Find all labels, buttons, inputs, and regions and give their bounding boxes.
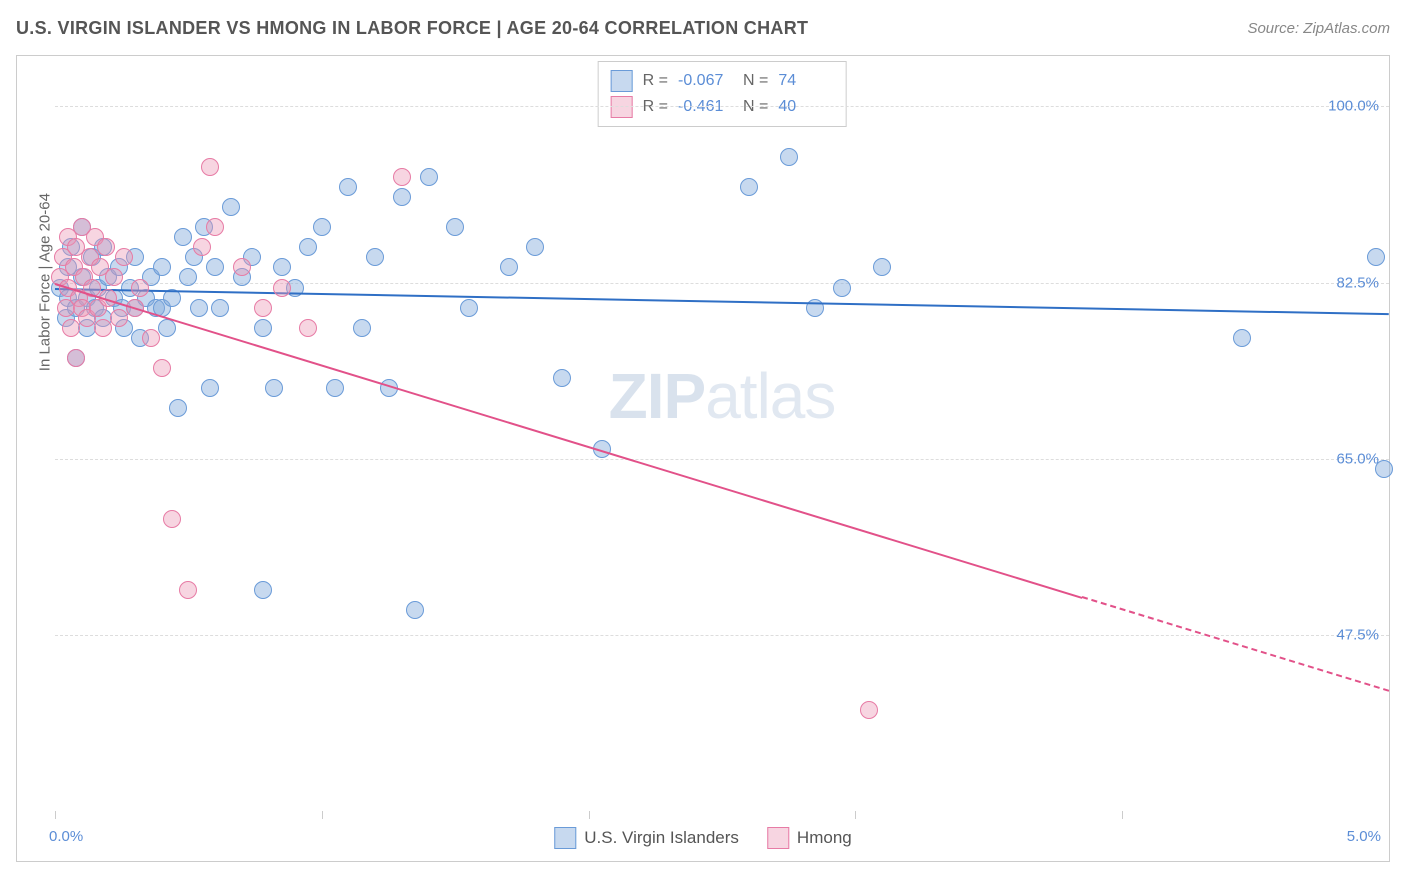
data-point bbox=[326, 379, 344, 397]
data-point bbox=[446, 218, 464, 236]
legend-bottom-swatch-0 bbox=[554, 827, 576, 849]
gridline bbox=[55, 635, 1389, 636]
data-point bbox=[254, 319, 272, 337]
correlation-legend: R = -0.067 N = 74 R = -0.461 N = 40 bbox=[598, 61, 847, 127]
data-point bbox=[1375, 460, 1393, 478]
data-point bbox=[169, 399, 187, 417]
gridline bbox=[55, 459, 1389, 460]
data-point bbox=[273, 258, 291, 276]
data-point bbox=[62, 319, 80, 337]
x-tick bbox=[322, 811, 323, 819]
data-point bbox=[206, 218, 224, 236]
data-point bbox=[131, 279, 149, 297]
data-point bbox=[526, 238, 544, 256]
gridline bbox=[55, 106, 1389, 107]
y-tick-label: 100.0% bbox=[1328, 98, 1379, 115]
data-point bbox=[273, 279, 291, 297]
x-tick bbox=[1122, 811, 1123, 819]
data-point bbox=[393, 168, 411, 186]
x-tick-max: 5.0% bbox=[1347, 828, 1381, 845]
n-value-0: 74 bbox=[778, 72, 833, 90]
data-point bbox=[179, 581, 197, 599]
series-legend: U.S. Virgin Islanders Hmong bbox=[554, 827, 851, 849]
data-point bbox=[153, 258, 171, 276]
n-label: N = bbox=[743, 72, 768, 90]
data-point bbox=[299, 238, 317, 256]
data-point bbox=[860, 701, 878, 719]
data-point bbox=[153, 359, 171, 377]
data-point bbox=[460, 299, 478, 317]
data-point bbox=[115, 248, 133, 266]
data-point bbox=[740, 178, 758, 196]
data-point bbox=[353, 319, 371, 337]
data-point bbox=[67, 349, 85, 367]
data-point bbox=[265, 379, 283, 397]
data-point bbox=[94, 319, 112, 337]
trendline-series-1 bbox=[55, 283, 1083, 599]
gridline bbox=[55, 283, 1389, 284]
data-point bbox=[163, 510, 181, 528]
data-point bbox=[254, 299, 272, 317]
x-tick bbox=[855, 811, 856, 819]
legend-label-1: Hmong bbox=[797, 828, 852, 848]
data-point bbox=[190, 299, 208, 317]
chart-source: Source: ZipAtlas.com bbox=[1247, 20, 1390, 37]
y-tick-label: 82.5% bbox=[1336, 274, 1379, 291]
data-point bbox=[1233, 329, 1251, 347]
data-point bbox=[179, 268, 197, 286]
data-point bbox=[222, 198, 240, 216]
data-point bbox=[97, 238, 115, 256]
data-point bbox=[500, 258, 518, 276]
legend-item-0: U.S. Virgin Islanders bbox=[554, 827, 739, 849]
watermark: ZIPatlas bbox=[609, 359, 836, 433]
legend-swatch-0 bbox=[611, 70, 633, 92]
chart-container: In Labor Force | Age 20-64 ZIPatlas R = … bbox=[16, 55, 1390, 862]
legend-item-1: Hmong bbox=[767, 827, 852, 849]
x-tick-min: 0.0% bbox=[49, 828, 83, 845]
data-point bbox=[110, 309, 128, 327]
data-point bbox=[142, 329, 160, 347]
data-point bbox=[105, 268, 123, 286]
data-point bbox=[833, 279, 851, 297]
data-point bbox=[339, 178, 357, 196]
data-point bbox=[206, 258, 224, 276]
legend-bottom-swatch-1 bbox=[767, 827, 789, 849]
data-point bbox=[313, 218, 331, 236]
x-tick bbox=[55, 811, 56, 819]
x-tick bbox=[1389, 811, 1390, 819]
legend-label-0: U.S. Virgin Islanders bbox=[584, 828, 739, 848]
data-point bbox=[406, 601, 424, 619]
x-tick bbox=[589, 811, 590, 819]
plot-area: In Labor Force | Age 20-64 ZIPatlas R = … bbox=[55, 56, 1389, 811]
trendline-series-1 bbox=[1082, 596, 1389, 692]
data-point bbox=[553, 369, 571, 387]
chart-title: U.S. VIRGIN ISLANDER VS HMONG IN LABOR F… bbox=[16, 18, 808, 39]
data-point bbox=[393, 188, 411, 206]
data-point bbox=[201, 379, 219, 397]
legend-row-series-0: R = -0.067 N = 74 bbox=[611, 68, 834, 94]
data-point bbox=[193, 238, 211, 256]
data-point bbox=[201, 158, 219, 176]
data-point bbox=[254, 581, 272, 599]
data-point bbox=[1367, 248, 1385, 266]
r-label: R = bbox=[643, 72, 668, 90]
r-value-0: -0.067 bbox=[678, 72, 733, 90]
data-point bbox=[873, 258, 891, 276]
data-point bbox=[780, 148, 798, 166]
data-point bbox=[420, 168, 438, 186]
data-point bbox=[174, 228, 192, 246]
data-point bbox=[233, 258, 251, 276]
y-tick-label: 47.5% bbox=[1336, 626, 1379, 643]
y-tick-label: 65.0% bbox=[1336, 450, 1379, 467]
data-point bbox=[299, 319, 317, 337]
data-point bbox=[366, 248, 384, 266]
y-axis-label: In Labor Force | Age 20-64 bbox=[37, 193, 54, 371]
data-point bbox=[211, 299, 229, 317]
